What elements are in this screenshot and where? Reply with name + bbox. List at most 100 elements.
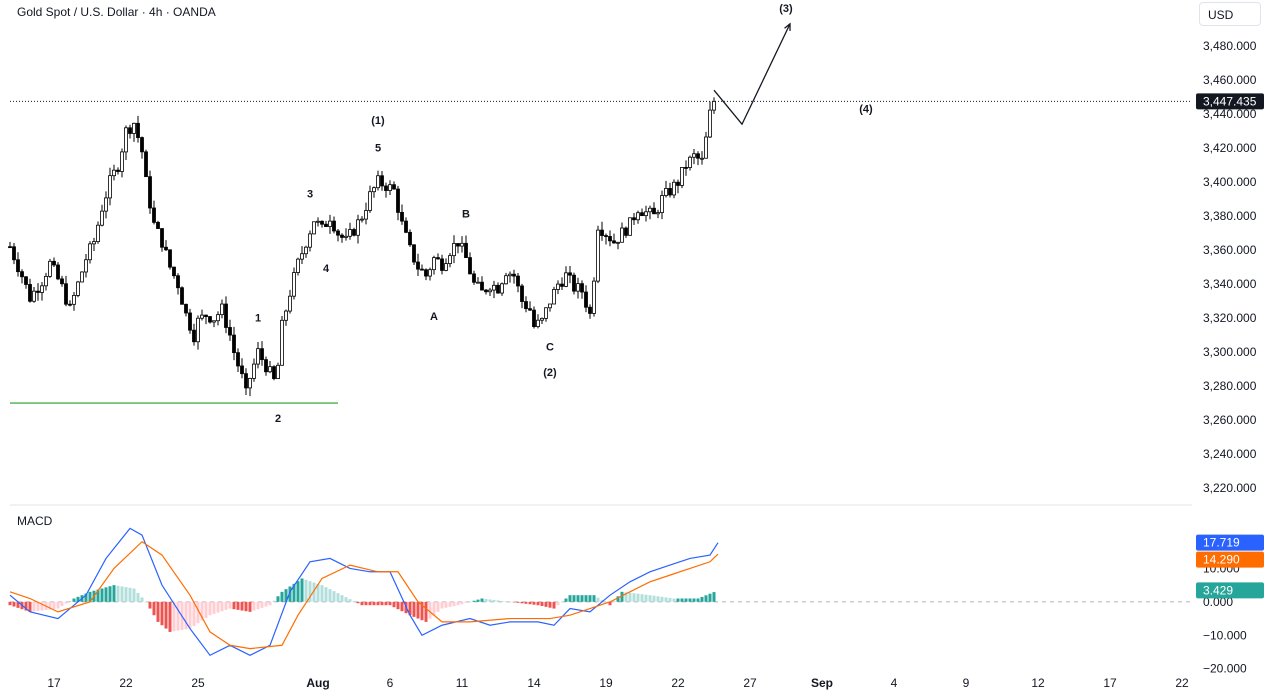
candle-body — [40, 285, 44, 293]
candle-body — [180, 287, 184, 305]
macd-line — [9, 527, 719, 657]
candle-body — [676, 181, 680, 186]
time-tick-label: Sep — [811, 676, 833, 690]
macd-histogram-bar — [640, 594, 644, 602]
macd-histogram-bar — [256, 601, 260, 610]
time-tick-label: 12 — [1031, 676, 1045, 690]
candle-body — [244, 373, 248, 389]
candle-body — [228, 327, 232, 336]
candle-body — [148, 176, 152, 209]
candle-body — [616, 241, 620, 244]
macd-histogram-bar — [288, 586, 292, 602]
macd-histogram-bar — [392, 601, 396, 608]
candle-body — [108, 175, 112, 199]
macd-histogram-bar — [688, 598, 692, 602]
macd-histogram-bar — [564, 598, 568, 602]
macd-histogram-bar — [220, 601, 224, 612]
candle-body — [564, 272, 568, 287]
macd-histogram-bar — [16, 601, 20, 608]
time-tick-label: 17 — [47, 676, 61, 690]
macd-histogram-bar — [520, 601, 524, 604]
macd-histogram-bar — [452, 601, 456, 607]
macd-histogram-bar — [416, 601, 420, 619]
candle-body — [388, 184, 392, 191]
macd-histogram-bar — [432, 601, 436, 616]
candle-body — [252, 363, 256, 379]
candle-body — [640, 212, 644, 217]
wave-label: A — [430, 311, 438, 323]
wave-label: C — [546, 341, 554, 353]
macd-histogram-bar — [252, 601, 256, 611]
macd-histogram-bar — [284, 589, 288, 602]
macd-histogram-bar — [348, 599, 352, 602]
macd-histogram-bar — [356, 601, 360, 604]
macd-histogram-bar — [552, 601, 556, 609]
price-tick-label: 3,380.000 — [1203, 209, 1257, 223]
macd-histogram-bar — [516, 601, 520, 603]
macd-histogram-bar — [96, 589, 100, 602]
macd-histogram-bar — [472, 600, 476, 602]
macd-histogram-bar — [712, 592, 716, 602]
macd-histogram-bar — [572, 595, 576, 602]
price-tick-label: 3,360.000 — [1203, 243, 1257, 257]
candle-body — [264, 359, 268, 373]
macd-histogram-bar — [408, 601, 412, 616]
macd-histogram-bar — [544, 601, 548, 607]
candle-body — [420, 268, 424, 271]
macd-histogram-bar — [104, 587, 108, 602]
projection-path — [713, 23, 791, 126]
candle-body — [68, 303, 72, 306]
candle-body — [456, 243, 460, 247]
candle-body — [300, 253, 304, 260]
macd-histogram-bar — [340, 595, 344, 602]
macd-histogram-bar — [72, 598, 76, 602]
candle-body — [384, 185, 388, 191]
macd-value-badge — [1196, 534, 1264, 551]
candle-body — [224, 303, 228, 328]
candle-body — [704, 136, 708, 159]
candle-body — [292, 272, 296, 297]
candle-body — [620, 227, 624, 243]
macd-lines — [9, 527, 719, 657]
candle-body — [232, 334, 236, 354]
currency-button[interactable]: USD — [1199, 2, 1261, 26]
histogram-value-badge-label: 3.429 — [1203, 583, 1233, 597]
candle-body — [16, 259, 20, 273]
candle-body — [200, 314, 204, 319]
macd-histogram-bar — [620, 591, 624, 602]
macd-histogram-bar — [316, 583, 320, 602]
price-tick-label: 3,280.000 — [1203, 379, 1257, 393]
candle-body — [612, 240, 616, 244]
macd-title: MACD — [17, 514, 53, 528]
macd-histogram-bar — [684, 598, 688, 602]
candle-body — [248, 377, 252, 389]
macd-histogram-bar — [208, 601, 212, 616]
macd-histogram-bar — [556, 601, 560, 606]
candle-body — [572, 274, 576, 292]
candle-body — [500, 283, 504, 294]
macd-histogram-bar — [560, 601, 564, 603]
macd-histogram-bar — [596, 597, 600, 602]
macd-histogram-bar — [308, 581, 312, 602]
macd-histogram-bar — [240, 601, 244, 611]
macd-histogram-bar — [344, 597, 348, 602]
candle-body — [700, 157, 704, 160]
candle-body — [480, 281, 484, 291]
candle-body — [344, 235, 348, 238]
candle-body — [644, 211, 648, 217]
candle-body — [100, 210, 104, 226]
candle-body — [24, 276, 28, 285]
histogram-value-badge — [1196, 582, 1264, 599]
candle-body — [668, 188, 672, 196]
macd-histogram-bar — [364, 601, 368, 606]
candle-body — [104, 197, 108, 212]
macd-histogram-bar — [644, 594, 648, 602]
time-tick-label: 22 — [1175, 676, 1189, 690]
macd-histogram-bar — [88, 591, 92, 602]
macd-histogram-bar — [248, 601, 252, 612]
symbol-title: Gold Spot / U.S. Dollar · 4h · OANDA — [17, 5, 216, 19]
candle-body — [400, 212, 404, 222]
candle-body — [116, 169, 120, 172]
candle-body — [396, 188, 400, 213]
